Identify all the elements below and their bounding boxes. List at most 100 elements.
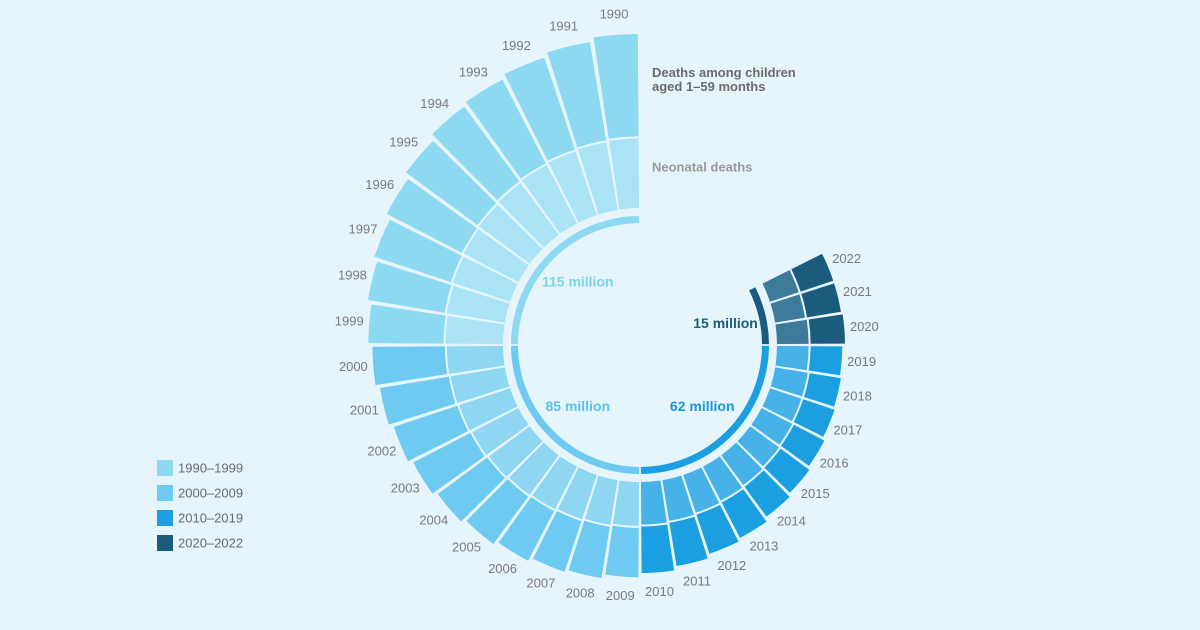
bar-neonatal <box>472 408 529 456</box>
year-label: 2018 <box>843 389 872 404</box>
year-label: 2002 <box>367 443 396 458</box>
bar-neonatal <box>522 165 577 234</box>
year-label: 2004 <box>419 513 448 528</box>
bar-postneonatal <box>669 516 708 567</box>
bar-postneonatal <box>721 489 767 538</box>
bar-neonatal <box>488 426 543 477</box>
bar-postneonatal <box>406 140 497 226</box>
year-label: 2006 <box>488 561 517 576</box>
year-label: 1994 <box>420 96 449 111</box>
bar-neonatal <box>612 480 640 526</box>
series-label: Neonatal deaths <box>652 159 752 174</box>
year-label: 2013 <box>749 539 778 554</box>
bar-neonatal <box>703 456 743 501</box>
year-label: 2014 <box>777 514 806 529</box>
year-label: 1993 <box>459 65 488 80</box>
year-label: 2001 <box>350 403 379 418</box>
bar-neonatal <box>737 426 780 467</box>
bar-postneonatal <box>593 33 639 139</box>
bar-postneonatal <box>803 373 841 407</box>
decade-arc <box>511 345 640 474</box>
legend-label: 2020–2022 <box>178 535 243 550</box>
year-label: 1999 <box>335 314 364 329</box>
bar-postneonatal <box>368 304 446 344</box>
bar-postneonatal <box>374 219 462 283</box>
year-label: 2000 <box>339 359 368 374</box>
bar-postneonatal <box>801 283 841 318</box>
year-label: 2019 <box>847 354 876 369</box>
bar-neonatal <box>770 294 806 323</box>
bar-neonatal <box>509 442 559 495</box>
bar-postneonatal <box>372 346 448 386</box>
bar-neonatal <box>463 229 529 282</box>
bar-postneonatal <box>432 106 520 201</box>
bar-postneonatal <box>780 424 825 466</box>
bar-neonatal <box>577 142 618 215</box>
bar-neonatal <box>662 475 694 521</box>
year-label: 1992 <box>502 38 531 53</box>
bar-neonatal <box>762 270 799 302</box>
legend-label: 2000–2009 <box>178 485 243 500</box>
year-label: 2021 <box>843 284 872 299</box>
year-label: 2020 <box>850 319 879 334</box>
bar-postneonatal <box>393 405 468 462</box>
decade-total: 62 million <box>670 398 735 414</box>
bar-postneonatal <box>641 524 675 574</box>
bar-neonatal <box>609 138 640 210</box>
bar-neonatal <box>557 467 597 520</box>
bar-postneonatal <box>466 79 546 179</box>
series-label: Deaths among children aged 1–59 months <box>652 65 796 94</box>
decade-total: 85 million <box>545 398 610 414</box>
year-label: 1990 <box>600 6 629 21</box>
year-label: 2003 <box>391 480 420 495</box>
year-label: 2011 <box>683 574 711 589</box>
bar-postneonatal <box>568 520 610 579</box>
bar-neonatal <box>683 467 720 513</box>
bar-neonatal <box>775 319 809 345</box>
year-label: 1997 <box>349 222 378 237</box>
bar-neonatal <box>450 367 510 403</box>
year-label: 2007 <box>526 576 555 591</box>
bar-postneonatal <box>437 457 505 522</box>
year-label: 1996 <box>365 177 394 192</box>
bar-neonatal <box>459 388 518 431</box>
bar-neonatal <box>584 475 618 525</box>
legend-label: 2010–2019 <box>178 510 243 525</box>
bar-postneonatal <box>466 479 529 544</box>
year-label: 2005 <box>452 540 481 555</box>
year-label: 1991 <box>549 18 578 33</box>
bar-postneonatal <box>605 525 639 578</box>
bar-neonatal <box>498 182 559 248</box>
bar-postneonatal <box>808 346 843 376</box>
bar-postneonatal <box>764 448 810 493</box>
bar-neonatal <box>446 285 510 323</box>
bar-neonatal <box>479 204 543 264</box>
year-label: 1998 <box>338 267 367 282</box>
bar-postneonatal <box>532 510 582 572</box>
legend-label: 1990–1999 <box>178 460 243 475</box>
year-label: 2022 <box>832 251 861 266</box>
decade-arc <box>640 345 769 474</box>
bar-postneonatal <box>380 376 456 425</box>
bar-neonatal <box>775 345 809 371</box>
year-label: 2012 <box>717 558 746 573</box>
bar-postneonatal <box>498 497 554 561</box>
bar-neonatal <box>452 256 518 302</box>
bar-postneonatal <box>791 253 834 292</box>
decade-arc <box>511 216 640 345</box>
bar-postneonatal <box>696 504 739 554</box>
decade-arc <box>749 287 769 345</box>
bar-neonatal <box>532 456 577 510</box>
bar-neonatal <box>751 408 793 445</box>
year-label: 2009 <box>606 588 635 603</box>
bar-neonatal <box>548 151 597 223</box>
bar-neonatal <box>721 442 763 486</box>
bar-neonatal <box>762 388 802 422</box>
decade-total: 115 million <box>542 273 614 289</box>
legend-swatch <box>157 485 173 501</box>
bar-postneonatal <box>744 470 790 517</box>
bar-postneonatal <box>547 42 607 148</box>
bar-postneonatal <box>808 314 845 344</box>
